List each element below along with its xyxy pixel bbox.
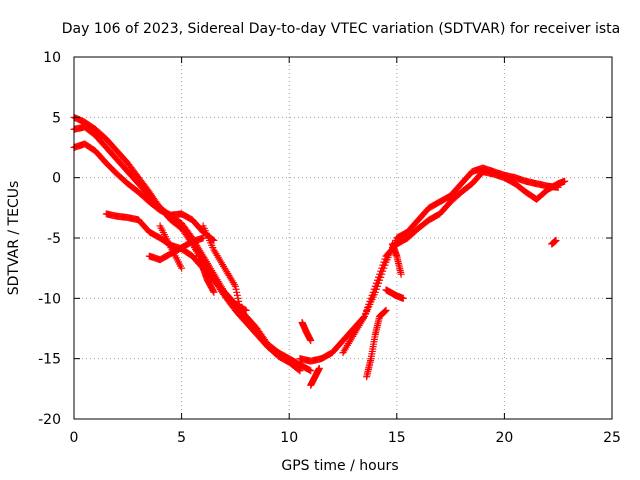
ticks — [73, 56, 613, 420]
data-points — [70, 113, 569, 389]
data-point — [236, 303, 244, 311]
series-track-6 — [156, 222, 186, 272]
series-track-7 — [188, 234, 218, 296]
data-point — [366, 297, 374, 305]
data-point — [233, 288, 241, 296]
data-point — [373, 276, 381, 284]
data-point — [191, 240, 199, 248]
data-point — [210, 288, 218, 296]
data-point — [367, 294, 375, 302]
series-track-11 — [363, 306, 390, 381]
data-point — [397, 270, 405, 278]
data-point — [197, 258, 205, 266]
series-track-17 — [554, 177, 569, 188]
x-tick-label: 25 — [603, 430, 621, 446]
x-axis-label: GPS time / hours — [281, 458, 398, 474]
chart-title: Day 106 of 2023, Sidereal Day-to-day VTE… — [62, 21, 620, 37]
y-tick-label: -10 — [38, 291, 61, 307]
y-tick-label: -20 — [38, 412, 61, 428]
data-point — [362, 309, 370, 317]
data-point — [189, 237, 197, 245]
data-point — [178, 264, 186, 272]
data-point — [381, 308, 389, 316]
data-point — [375, 273, 383, 281]
data-point — [377, 267, 385, 275]
x-tick-label: 20 — [495, 430, 513, 446]
data-point — [561, 177, 569, 185]
series-track-13 — [298, 318, 315, 345]
y-tick-label: -15 — [38, 352, 61, 368]
data-point — [364, 303, 372, 311]
data-point — [233, 291, 241, 299]
y-axis-label: SDTVAR / TECUs — [6, 181, 22, 296]
data-point — [381, 255, 389, 263]
data-point — [370, 285, 378, 293]
data-point — [380, 258, 388, 266]
data-point — [231, 282, 239, 290]
x-tick-label: 15 — [388, 430, 406, 446]
data-point — [193, 246, 201, 254]
data-point — [379, 261, 387, 269]
data-point — [372, 279, 380, 287]
data-point — [365, 300, 373, 308]
data-point — [232, 285, 240, 293]
data-point — [306, 366, 314, 374]
data-point — [194, 249, 202, 257]
data-point — [363, 306, 371, 314]
tick-labels: 0 5 10 15 20 25 -20 -15 -10 -5 0 5 10 — [38, 50, 621, 446]
y-tick-label: 0 — [52, 171, 61, 187]
data-point — [237, 309, 245, 317]
data-point — [376, 270, 384, 278]
series-track-14 — [382, 286, 407, 302]
data-point — [307, 337, 315, 345]
data-point — [361, 312, 369, 320]
x-tick-label: 10 — [280, 430, 298, 446]
y-tick-label: -5 — [47, 231, 61, 247]
y-tick-label: 5 — [52, 110, 61, 126]
series-track-12 — [307, 364, 323, 389]
data-point — [399, 294, 407, 302]
data-point — [195, 252, 203, 260]
series-track-15 — [388, 240, 405, 278]
data-point — [196, 255, 204, 263]
data-point — [188, 234, 196, 242]
data-point — [381, 307, 389, 315]
series-track-16 — [548, 236, 560, 248]
x-tick-label: 0 — [70, 430, 79, 446]
data-point — [238, 312, 246, 320]
data-point — [237, 306, 245, 314]
data-point — [371, 282, 379, 290]
data-point — [552, 236, 560, 244]
data-point — [368, 291, 376, 299]
data-point — [307, 367, 315, 375]
data-point — [315, 364, 323, 372]
y-tick-label: 10 — [43, 50, 61, 66]
x-tick-label: 5 — [177, 430, 186, 446]
data-point — [382, 306, 390, 314]
data-point — [234, 294, 242, 302]
series-track-3 — [70, 140, 218, 244]
data-point — [378, 264, 386, 272]
series-track-9 — [296, 164, 562, 365]
data-point — [198, 261, 206, 269]
data-point — [235, 297, 243, 305]
data-point — [369, 288, 377, 296]
series-track-8 — [199, 222, 246, 320]
data-point — [209, 287, 217, 295]
data-point — [235, 300, 243, 308]
data-point — [296, 367, 304, 375]
data-point — [192, 243, 200, 251]
